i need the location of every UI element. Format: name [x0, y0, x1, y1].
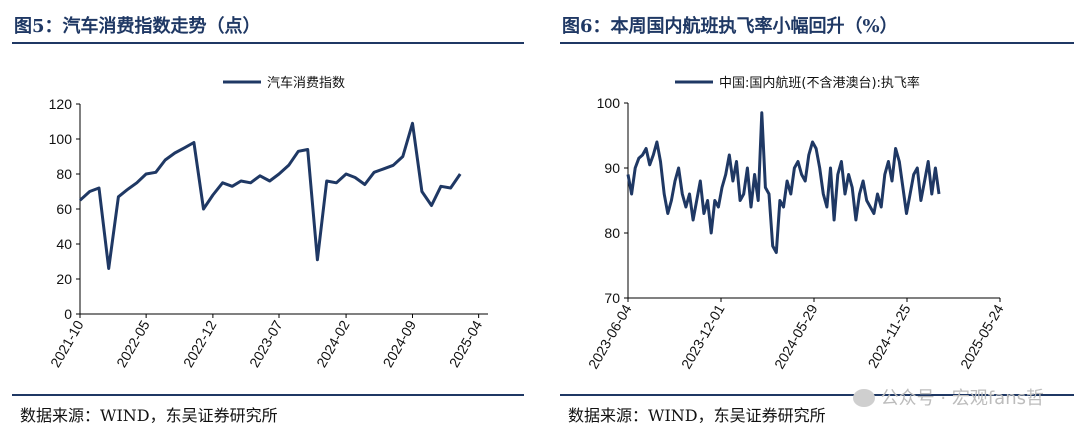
title-rule — [12, 42, 524, 44]
y-tick-label: 80 — [56, 166, 72, 182]
y-tick-label: 100 — [49, 131, 73, 147]
x-tick-label: 2022-12 — [180, 317, 220, 370]
figure-title: 图6：本周国内航班执飞率小幅回升（%） — [562, 16, 898, 37]
x-tick-label: 2024-11-25 — [864, 301, 913, 370]
title-rule — [560, 42, 1074, 44]
y-tick-label: 20 — [56, 271, 72, 287]
x-tick-label: 2024-02 — [313, 317, 353, 370]
x-tick-label: 2024-09 — [380, 317, 420, 370]
x-tick-label: 2025-05-24 — [957, 301, 1007, 371]
left-figure-panel: 图5：汽车消费指数走势（点） 汽车消费指数 0 20 40 60 80 100 120 2021… — [0, 0, 530, 441]
y-tick-label: 100 — [597, 95, 621, 111]
watermark: 公众号 · 宏观fans哲 — [852, 384, 1044, 410]
x-tick-label: 2021-10 — [47, 317, 87, 370]
watermark-text: 公众号 · 宏观fans哲 — [880, 388, 1044, 409]
y-tick-label: 90 — [604, 160, 620, 176]
car-consumption-chart: 汽车消费指数 0 20 40 60 80 100 120 2021-10 2022-05 2022-… — [47, 75, 488, 370]
y-tick-label: 0 — [64, 306, 72, 322]
y-tick-label: 40 — [56, 236, 72, 252]
x-tick-label: 2025-04 — [446, 317, 486, 370]
y-tick-label: 60 — [56, 201, 72, 217]
legend: 中国:国内航班(不含港澳台):执飞率 — [675, 75, 920, 91]
x-tick-label: 2023-12-01 — [678, 301, 728, 371]
flight-execution-rate-chart: 中国:国内航班(不含港澳台):执飞率 70 80 90 100 2023-06-04 202… — [585, 75, 1007, 372]
y-tick-label: 80 — [604, 225, 620, 241]
source-note: 数据来源：WIND，东吴证券研究所 — [20, 406, 278, 425]
figure-title: 图5：汽车消费指数走势（点） — [14, 16, 261, 37]
y-tick-label: 120 — [49, 96, 73, 112]
x-tick-label: 2023-07 — [246, 317, 286, 370]
right-figure-panel: 图6：本周国内航班执飞率小幅回升（%） 中国:国内航班(不含港澳台):执飞率 70… — [548, 0, 1080, 441]
series-line — [78, 121, 462, 270]
x-tick-label: 2024-05-29 — [771, 301, 821, 371]
x-tick-label: 2023-06-04 — [585, 301, 635, 371]
source-note: 数据来源：WIND，东吴证券研究所 — [568, 406, 826, 425]
footer-rule — [560, 394, 1074, 396]
x-tick-label: 2022-05 — [113, 317, 153, 370]
legend-label: 中国:国内航班(不含港澳台):执飞率 — [719, 75, 920, 91]
y-tick-label: 70 — [604, 290, 620, 306]
footer-rule — [12, 394, 524, 396]
wechat-icon — [852, 389, 875, 407]
legend: 汽车消费指数 — [223, 75, 345, 91]
series-line — [626, 111, 941, 254]
legend-label: 汽车消费指数 — [267, 75, 345, 91]
